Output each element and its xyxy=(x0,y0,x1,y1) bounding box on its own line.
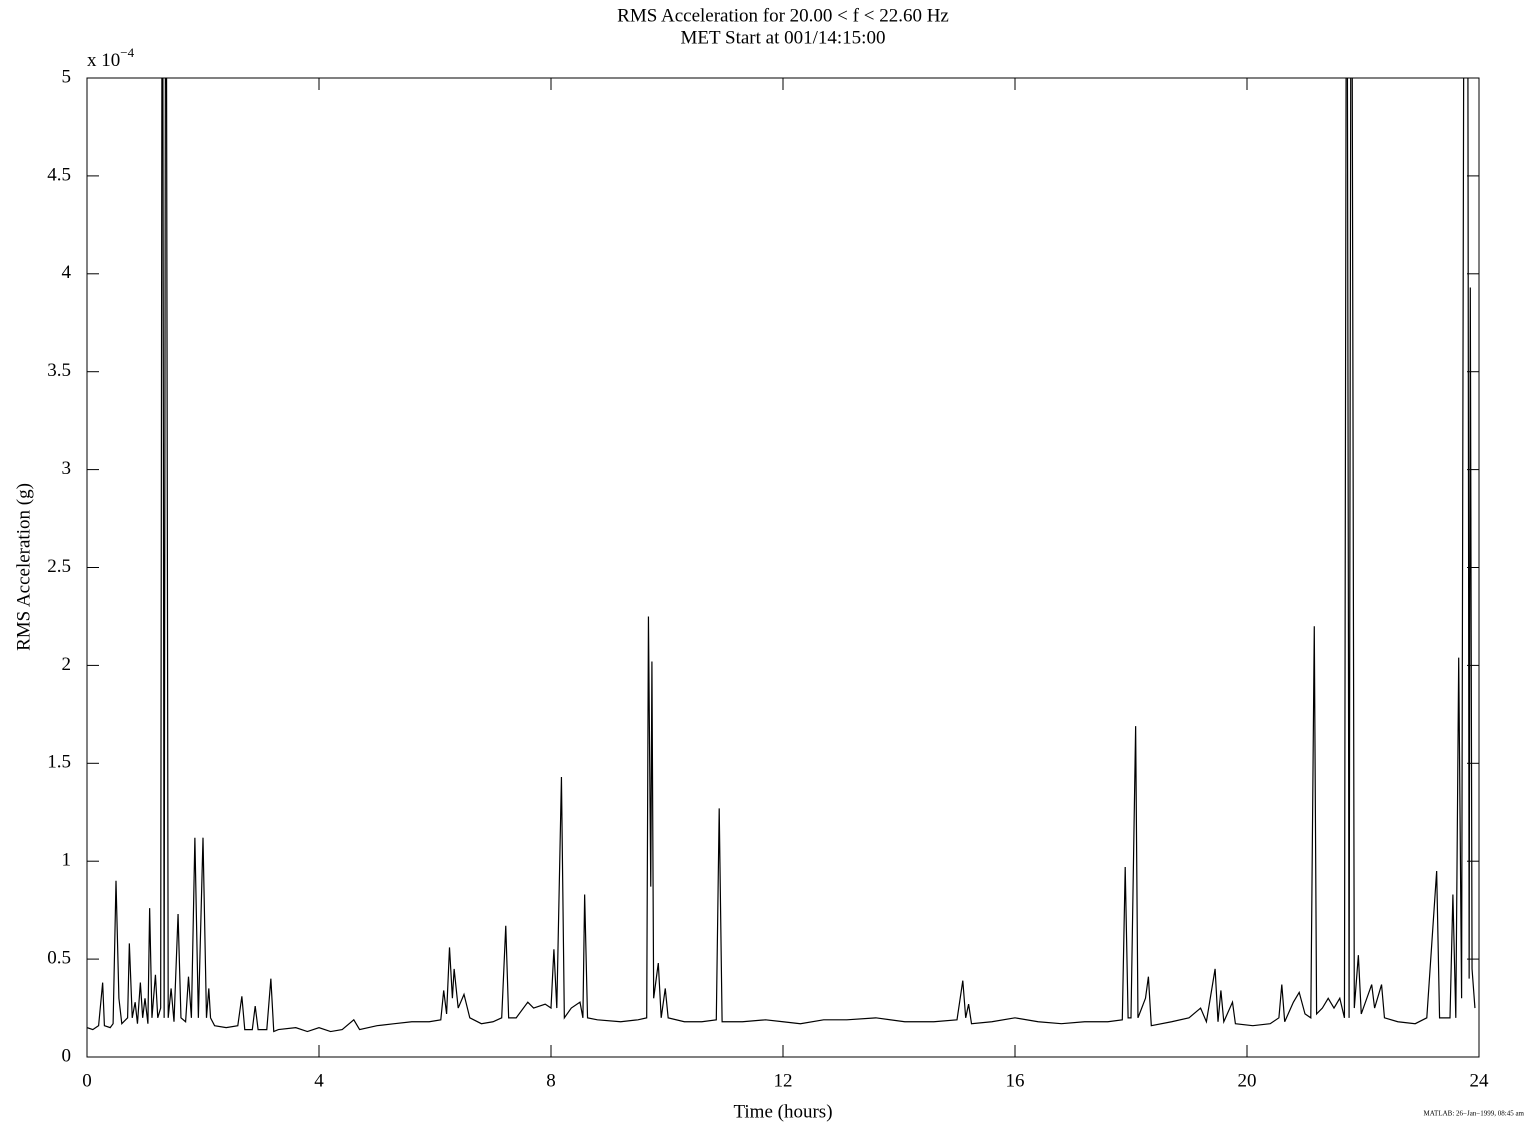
x-tick-label: 24 xyxy=(1470,1070,1490,1091)
multiplier-exponent: −4 xyxy=(120,45,134,60)
x-tick-label: 16 xyxy=(1006,1070,1025,1091)
y-tick-label: 3.5 xyxy=(47,360,71,381)
x-tick-label: 4 xyxy=(314,1070,324,1091)
x-axis-label: Time (hours) xyxy=(733,1101,832,1122)
y-tick-label: 2.5 xyxy=(47,556,71,577)
plot-frame xyxy=(86,77,1480,1058)
y-tick-label: 5 xyxy=(62,66,72,87)
y-tick-label: 4.5 xyxy=(47,164,71,185)
y-tick-label: 0.5 xyxy=(47,947,71,968)
y-tick-label: 4 xyxy=(62,262,72,283)
data-line xyxy=(87,78,1476,1033)
multiplier-base: x 10 xyxy=(87,50,120,71)
y-tick-label: 0 xyxy=(62,1045,72,1066)
x-tick-label: 20 xyxy=(1238,1070,1257,1091)
y-tick-label: 1.5 xyxy=(47,752,71,773)
chart-subtitle: MET Start at 001/14:15:00 xyxy=(681,27,886,48)
y-multiplier: x 10−4 xyxy=(87,45,135,71)
x-tick-label: 0 xyxy=(82,1070,92,1091)
y-axis-label: RMS Acceleration (g) xyxy=(13,483,34,651)
footer: MATLAB: 26−Jan−1999, 08:45 am xyxy=(1424,1110,1525,1118)
y-tick-label: 1 xyxy=(62,850,72,871)
x-tick-label: 8 xyxy=(546,1070,556,1091)
y-tick-label: 2 xyxy=(62,654,72,675)
x-tick-label: 12 xyxy=(774,1070,793,1091)
chart-title: RMS Acceleration for 20.00 < f < 22.60 H… xyxy=(617,5,949,26)
y-tick-label: 3 xyxy=(62,458,72,479)
